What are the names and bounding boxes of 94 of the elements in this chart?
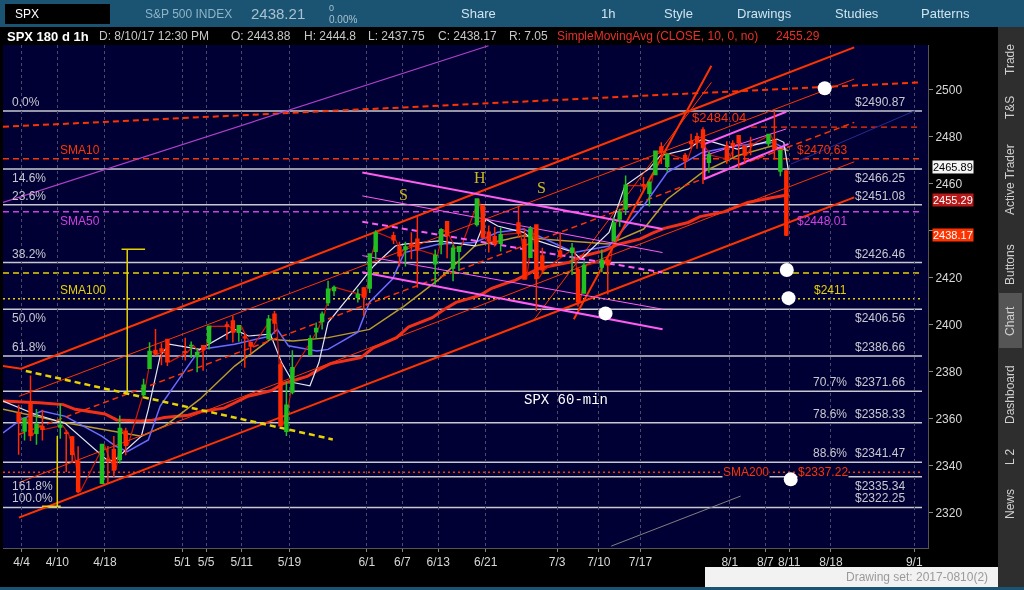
annotation: 14.6% <box>12 171 47 185</box>
text: Studies <box>835 6 879 21</box>
ref-line-label: $2426.46 <box>855 247 906 261</box>
text: 2465.89 <box>933 161 973 173</box>
text: Share <box>461 6 496 21</box>
ref-line-label: $2371.66 <box>855 375 906 389</box>
ref-line-label: $2490.87 <box>855 95 906 109</box>
text: Style <box>664 6 693 21</box>
data-label: $2484.04 <box>692 110 747 125</box>
annotation: SPX 60-min <box>524 392 609 408</box>
ref-line-label: $2337.22 <box>798 465 849 479</box>
text: O: 2443.88 <box>231 29 291 43</box>
x-tick-label: 6/7 <box>394 555 412 570</box>
text: Active Trader <box>1003 144 1017 215</box>
annotation: S <box>537 179 546 196</box>
y-tick-label: 2400 <box>935 317 963 332</box>
annotation: 88.6% <box>813 446 848 460</box>
annotation: SMA10 <box>60 143 100 157</box>
x-tick-label: 8/7 <box>757 555 775 570</box>
y-tick-label: 2460 <box>935 176 963 191</box>
annotation: 161.8% <box>12 479 54 493</box>
text: SPX <box>15 7 40 21</box>
text: 0 <box>329 3 335 13</box>
text: News <box>1003 488 1017 519</box>
text: H: 2444.8 <box>304 29 357 43</box>
annotation: H <box>474 169 486 186</box>
y-tick-label: 2340 <box>935 458 963 473</box>
y-tick-label: 2380 <box>935 364 963 379</box>
annotation: 0.0% <box>12 95 40 109</box>
x-tick-label: 8/18 <box>819 555 843 570</box>
annotation: 50.0% <box>12 311 47 325</box>
text: C: 2438.17 <box>438 29 498 43</box>
x-tick-label: 6/13 <box>426 555 451 570</box>
ref-line-label: $2466.25 <box>855 171 906 185</box>
y-tick-label: 2320 <box>935 505 963 520</box>
text: R: 7.05 <box>509 29 549 43</box>
text: 0.00% <box>329 14 358 25</box>
text: L 2 <box>1003 448 1017 465</box>
text: 2438.21 <box>251 5 306 22</box>
annotation: SMA100 <box>60 283 107 297</box>
y-tick-label: 2360 <box>935 411 963 426</box>
annotation: S <box>399 186 408 203</box>
x-tick-label: 9/1 <box>905 555 923 570</box>
annotation: SMA50 <box>60 214 100 228</box>
x-tick-label: 6/21 <box>474 555 498 570</box>
text: Chart <box>1003 305 1017 336</box>
annotation: 61.8% <box>12 340 47 354</box>
x-tick-label: 4/10 <box>45 555 70 570</box>
ref-line-label: $2358.33 <box>855 407 906 421</box>
text: 2438.17 <box>933 229 973 241</box>
x-tick-label: 4/18 <box>93 555 117 570</box>
x-tick-label: 8/1 <box>721 555 739 570</box>
text: 1h <box>601 6 616 21</box>
ref-line-label: $2386.66 <box>855 340 906 354</box>
text: T&S <box>1003 95 1017 119</box>
ref-line-label: $2322.25 <box>855 491 906 505</box>
x-tick-label: 5/1 <box>173 555 191 570</box>
y-tick-label: 2480 <box>935 129 963 144</box>
text: Dashboard <box>1003 365 1017 424</box>
text: Patterns <box>921 6 970 21</box>
text: Drawings <box>737 6 792 21</box>
text: S&P 500 INDEX <box>145 7 233 21</box>
text: L: 2437.75 <box>368 29 426 43</box>
x-tick-label: 5/11 <box>230 555 254 570</box>
text: 2455.29 <box>776 29 820 43</box>
ref-line-label: $2470.63 <box>797 143 848 157</box>
chart-title: SPX 180 d 1h <box>7 28 89 44</box>
y-tick-label: 2500 <box>935 82 963 97</box>
text: D: 8/10/17 12:30 PM <box>99 29 210 43</box>
annotation: 70.7% <box>813 375 848 389</box>
x-tick-label: 8/11 <box>778 555 801 570</box>
x-tick-label: 5/19 <box>277 555 302 570</box>
annotation: 78.6% <box>813 407 848 421</box>
text: 2455.29 <box>933 194 973 206</box>
annotation: SMA200 <box>723 465 770 479</box>
y-tick-label: 2420 <box>935 270 963 285</box>
text: Buttons <box>1003 244 1017 285</box>
ref-line-label: $2448.01 <box>797 214 848 228</box>
x-tick-label: 7/3 <box>548 555 566 570</box>
ref-line-label: $2411 <box>814 283 847 297</box>
annotation: 38.2% <box>12 247 47 261</box>
x-tick-label: 6/1 <box>358 555 376 570</box>
ref-line-label: $2341.47 <box>855 446 906 460</box>
ref-line-label: $2451.08 <box>855 189 906 203</box>
annotation: 100.0% <box>12 491 54 505</box>
x-tick-label: 5/5 <box>197 555 215 570</box>
ref-line-label: $2335.34 <box>855 479 906 493</box>
text: SimpleMovingAvg (CLOSE, 10, 0, no) <box>557 29 759 43</box>
x-tick-label: 4/4 <box>13 555 31 570</box>
x-tick-label: 7/17 <box>628 555 653 570</box>
ref-line-label: $2406.56 <box>855 311 906 325</box>
text: Trade <box>1003 43 1017 75</box>
x-tick-label: 7/10 <box>587 555 611 570</box>
text: Drawing set: 2017-0810(2) <box>846 570 989 584</box>
